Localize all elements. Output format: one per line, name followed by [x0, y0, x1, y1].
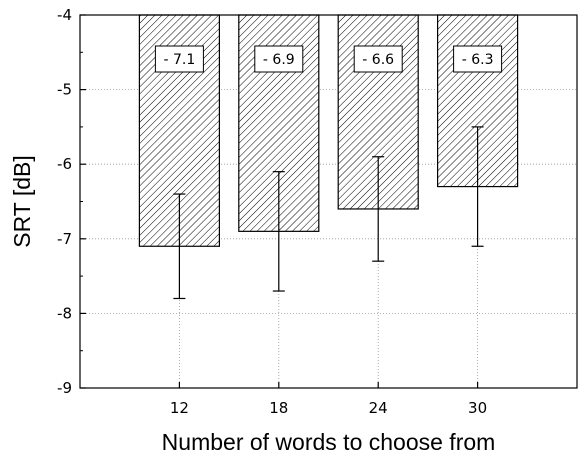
y-axis: -9 -8 -7 -6 -5 -4 [57, 6, 86, 397]
data-labels: - 7.1 - 6.9 - 6.6 - 6.3 [154, 45, 503, 73]
data-label: - 6.6 [362, 52, 394, 68]
x-axis-title: Number of words to choose from [162, 429, 496, 455]
x-tick-label: 24 [369, 399, 388, 417]
y-axis-title: SRT [dB] [9, 155, 35, 247]
data-label: - 7.1 [164, 52, 196, 68]
y-tick-label: -6 [57, 155, 72, 173]
y-tick-label: -4 [57, 6, 72, 24]
y-tick-label: -5 [57, 81, 72, 99]
data-label: - 6.3 [462, 52, 494, 68]
data-label-box [254, 45, 304, 73]
data-label-box [154, 45, 204, 73]
x-tick-label: 30 [468, 399, 487, 417]
data-label-box [353, 45, 403, 73]
y-tick-label: -9 [57, 379, 72, 397]
data-label: - 6.9 [263, 52, 295, 68]
error-bars [173, 126, 484, 300]
data-label-box [453, 45, 503, 73]
y-tick-label: -8 [57, 304, 72, 322]
x-tick-label: 12 [170, 399, 189, 417]
y-tick-label: -7 [57, 230, 72, 248]
x-axis: 12 18 24 30 [170, 382, 487, 417]
x-tick-label: 18 [269, 399, 288, 417]
